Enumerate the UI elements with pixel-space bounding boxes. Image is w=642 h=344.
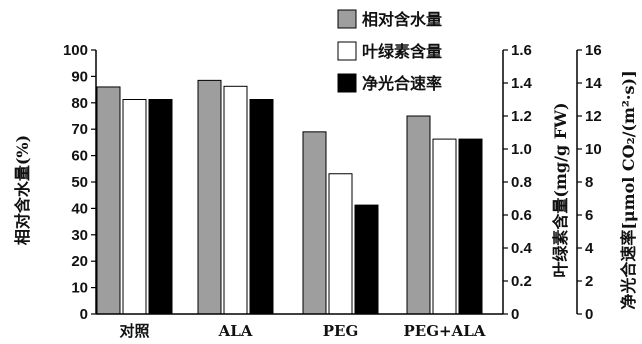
bar-chlorophyll-1 (223, 85, 248, 315)
right-tick-label: 14 (585, 75, 602, 92)
left-tick-label: 0 (80, 306, 88, 323)
mid-tick-label: 0.4 (511, 240, 533, 257)
left-tick-label: 40 (71, 200, 88, 217)
bars-layer (96, 79, 483, 315)
mid-tick-label: 1.2 (511, 108, 532, 125)
left-tick-label: 20 (71, 253, 88, 270)
right-tick-label: 8 (585, 174, 593, 191)
right-tick-label: 16 (585, 42, 602, 59)
bar-water-2 (302, 131, 327, 315)
bar-photosynthesis-2 (354, 204, 379, 315)
mid-tick-label: 0.2 (511, 273, 532, 290)
legend-item-photosynthesis: 净光合速率 (337, 73, 442, 93)
left-tick-label: 10 (71, 280, 88, 297)
legend-swatch-chlorophyll (337, 41, 357, 61)
bar-chlorophyll-3 (432, 138, 457, 315)
left-tick-label: 50 (71, 174, 88, 191)
bar-water-0 (96, 86, 121, 315)
right-tick-label: 0 (585, 306, 593, 323)
right-axis-title: 净光合速率[μmol CO₂/(m²·s)] (619, 70, 638, 309)
right-tick-label: 6 (585, 207, 593, 224)
legend-swatch-photosynthesis (337, 73, 357, 93)
legend-item-water: 相对含水量 (337, 9, 442, 29)
mid-tick-label: 0 (511, 306, 519, 323)
legend-swatch-water (337, 9, 357, 29)
legend-label-water: 相对含水量 (362, 10, 442, 29)
bar-photosynthesis-1 (249, 99, 274, 315)
mid-tick-label: 1.6 (511, 42, 532, 59)
left-axis-title: 相对含水量(%) (13, 135, 32, 245)
x-tick-label: PEG (323, 322, 359, 340)
axes-layer: 对照 ALA PEG PEG+ALA010203040506070809010000.… (63, 42, 602, 340)
mid-tick-label: 0.8 (511, 174, 532, 191)
x-tick-label: PEG+ALA (404, 322, 486, 340)
x-tick-label: 对照 (119, 322, 149, 340)
right-tick-label: 10 (585, 141, 602, 158)
bar-photosynthesis-0 (148, 99, 173, 315)
bar-photosynthesis-3 (458, 138, 483, 315)
left-tick-label: 100 (63, 42, 88, 59)
right-tick-label: 2 (585, 273, 593, 290)
bar-water-1 (197, 79, 222, 315)
left-tick-label: 60 (71, 148, 88, 165)
right-tick-label: 12 (585, 108, 602, 125)
mid-axis-title: 叶绿素含量(mg/g FW) (551, 102, 570, 277)
legend: 相对含水量 叶绿素含量 净光合速率 (337, 9, 442, 93)
left-tick-label: 90 (71, 68, 88, 85)
mid-tick-label: 0.6 (511, 207, 532, 224)
right-tick-label: 4 (585, 240, 594, 257)
legend-label-chlorophyll: 叶绿素含量 (362, 42, 442, 61)
mid-tick-label: 1.0 (511, 141, 532, 158)
left-tick-label: 30 (71, 227, 88, 244)
x-tick-label: ALA (218, 322, 253, 340)
legend-item-chlorophyll: 叶绿素含量 (337, 41, 442, 61)
bar-chlorophyll-0 (122, 99, 147, 315)
left-tick-label: 70 (71, 121, 88, 138)
bar-water-3 (406, 115, 431, 315)
mid-tick-label: 1.4 (511, 75, 533, 92)
bar-chlorophyll-2 (328, 173, 353, 315)
left-tick-label: 80 (71, 95, 88, 112)
legend-label-photosynthesis: 净光合速率 (362, 74, 442, 93)
